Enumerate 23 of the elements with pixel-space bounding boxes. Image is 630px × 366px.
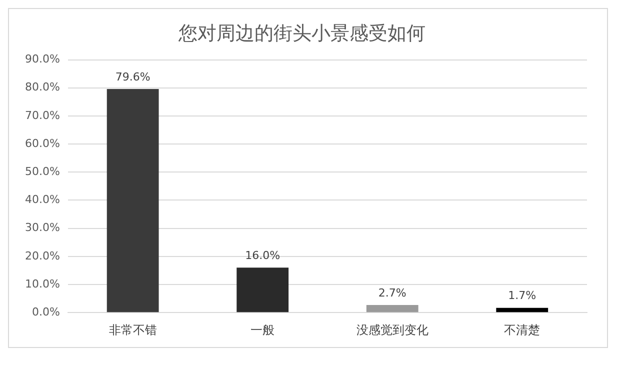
data-label: 2.7% xyxy=(378,286,406,300)
data-label: 1.7% xyxy=(508,289,536,302)
bar xyxy=(496,308,548,312)
x-tick-label: 一般 xyxy=(250,322,275,337)
y-tick-label: 20.0% xyxy=(24,249,60,262)
bar xyxy=(106,89,159,312)
chart-title: 您对周边的街头小景感受如何 xyxy=(178,22,426,44)
y-tick-label: 70.0% xyxy=(24,108,60,122)
bar xyxy=(236,268,289,312)
y-tick-label: 10.0% xyxy=(24,277,60,290)
x-tick-label: 不清楚 xyxy=(504,322,540,337)
data-label: 16.0% xyxy=(245,249,280,262)
y-tick-label: 60.0% xyxy=(24,136,60,150)
x-tick-label: 非常不错 xyxy=(108,322,157,337)
y-tick-label: 90.0% xyxy=(24,52,60,66)
bar xyxy=(366,305,418,312)
y-tick-label: 50.0% xyxy=(24,165,60,178)
y-tick-label: 80.0% xyxy=(24,80,60,94)
y-tick-label: 0.0% xyxy=(32,305,60,318)
y-tick-label: 40.0% xyxy=(24,193,60,206)
y-tick-label: 30.0% xyxy=(24,221,60,234)
data-label: 79.6% xyxy=(115,70,150,84)
x-tick-label: 没感觉到变化 xyxy=(356,322,428,337)
